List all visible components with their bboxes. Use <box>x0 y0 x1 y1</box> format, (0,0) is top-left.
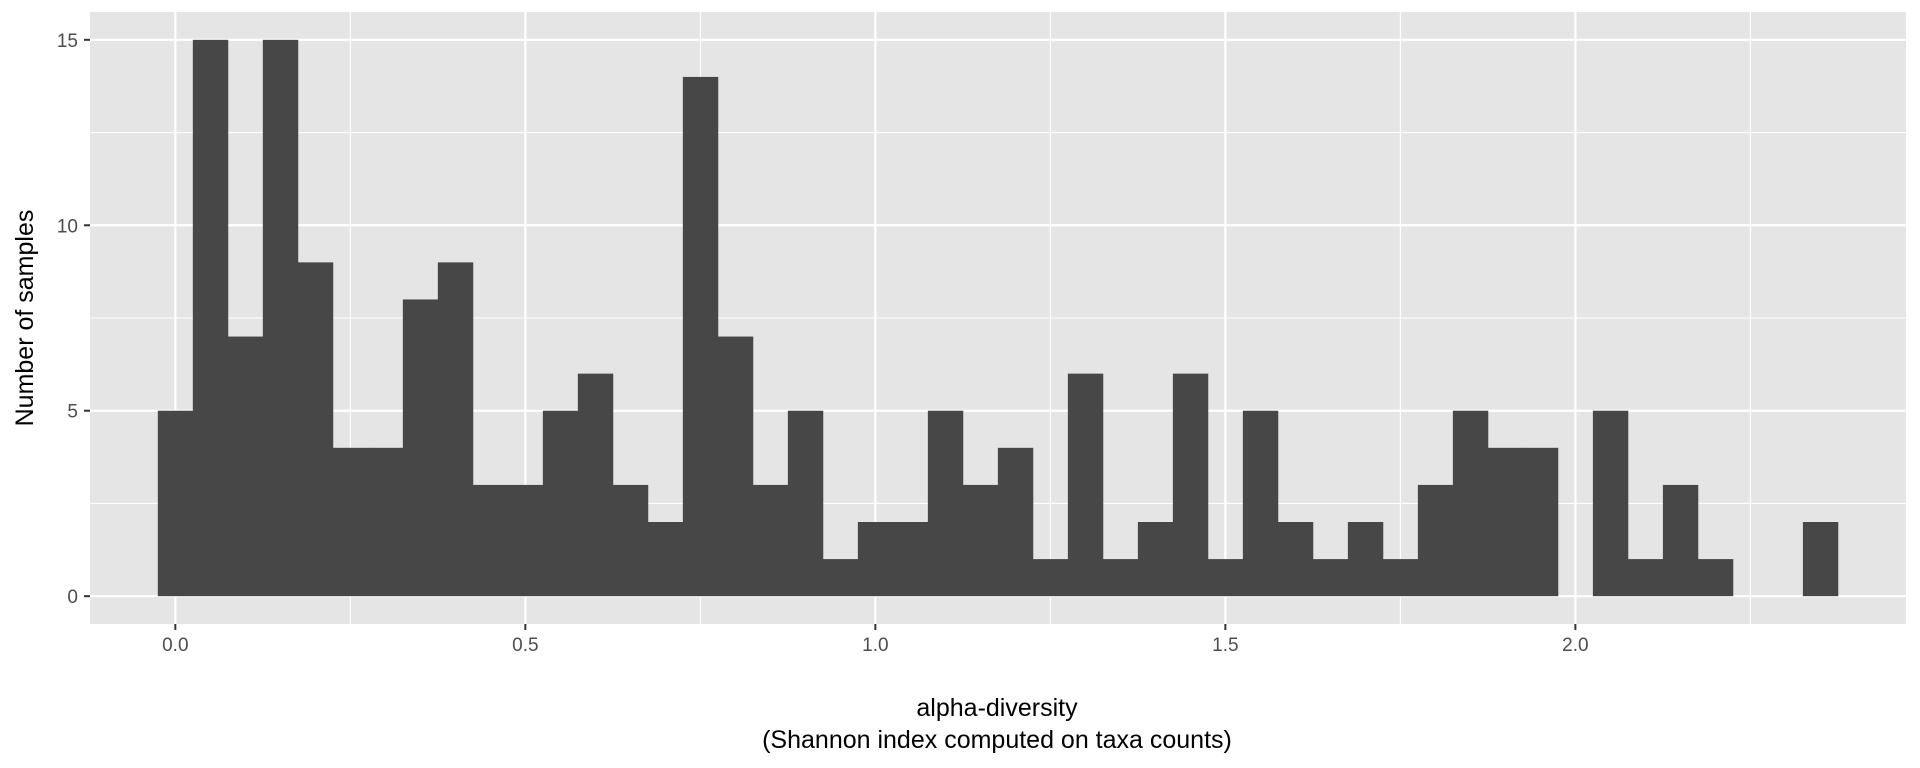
histogram-bar <box>1627 559 1664 597</box>
histogram-bar <box>1452 410 1489 597</box>
x-tick-label: 0.0 <box>162 635 188 656</box>
histogram-bar <box>647 522 684 597</box>
histogram-bar <box>1802 522 1839 597</box>
histogram-bar <box>717 336 754 597</box>
histogram-bar <box>332 447 369 597</box>
histogram-bar <box>1697 559 1734 597</box>
y-axis: 0 5 10 15 <box>57 31 90 608</box>
histogram-bar <box>262 39 299 597</box>
histogram-bar <box>297 262 334 597</box>
histogram-bar <box>1172 373 1209 597</box>
y-tick-label: 0 <box>67 587 78 608</box>
histogram-bar <box>1347 522 1384 597</box>
histogram-bar <box>892 522 929 597</box>
histogram-bar <box>192 39 229 597</box>
histogram-bar <box>787 410 824 597</box>
histogram-bars <box>157 39 1839 597</box>
x-axis-subtitle: (Shannon index computed on taxa counts) <box>762 726 1232 754</box>
y-axis-title: Number of samples <box>11 210 39 427</box>
histogram-bar <box>1662 484 1699 597</box>
histogram-bar <box>1242 410 1279 597</box>
histogram-bar <box>997 447 1034 597</box>
histogram-bar <box>1417 484 1454 597</box>
histogram-bar <box>1277 522 1314 597</box>
histogram-bar <box>1487 447 1524 597</box>
histogram-bar <box>612 484 649 597</box>
histogram-bar <box>1312 559 1349 597</box>
histogram-bar <box>1032 559 1069 597</box>
histogram-bar <box>1207 559 1244 597</box>
histogram-bar <box>857 522 894 597</box>
x-tick-label: 0.5 <box>512 635 538 656</box>
histogram-bar <box>577 373 614 597</box>
histogram-bar <box>507 484 544 597</box>
x-axis: 0.0 0.5 1.0 1.5 2.0 <box>162 624 1589 656</box>
histogram-bar <box>1137 522 1174 597</box>
histogram-bar <box>227 336 264 597</box>
histogram-bar <box>542 410 579 597</box>
histogram-bar <box>1522 447 1559 597</box>
y-tick-label: 10 <box>57 216 78 237</box>
histogram-bar <box>367 447 404 597</box>
y-tick-label: 15 <box>57 31 78 52</box>
histogram-bar <box>822 559 859 597</box>
histogram-bar <box>1067 373 1104 597</box>
histogram-bar <box>157 410 194 597</box>
x-axis-title: alpha-diversity <box>916 694 1078 722</box>
histogram-bar <box>1592 410 1629 597</box>
histogram-bar <box>682 76 719 597</box>
histogram-bar <box>927 410 964 597</box>
histogram-bar <box>437 262 474 597</box>
y-tick-label: 5 <box>67 402 78 423</box>
histogram-bar <box>962 484 999 597</box>
histogram-bar <box>752 484 789 597</box>
histogram-bar <box>472 484 509 597</box>
x-tick-label: 1.0 <box>862 635 888 656</box>
x-tick-label: 2.0 <box>1562 635 1588 656</box>
histogram-bar <box>1382 559 1419 597</box>
histogram-bar <box>402 299 439 597</box>
histogram-bar <box>1102 559 1139 597</box>
x-tick-label: 1.5 <box>1212 635 1238 656</box>
